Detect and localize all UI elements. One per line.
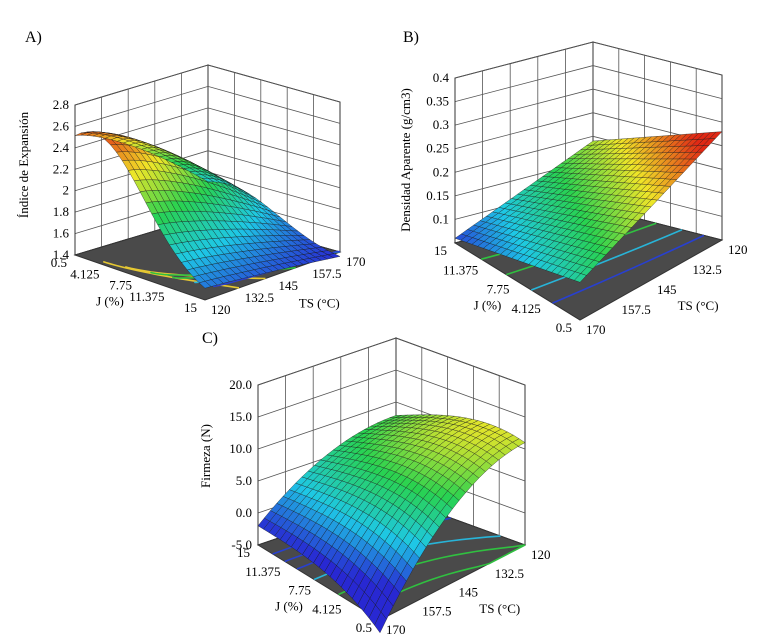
z-tick-label: 2.8 <box>53 97 69 112</box>
j-tick-label: 7.75 <box>288 583 311 598</box>
z-tick-labels: 0.1 0.15 0.2 0.25 0.3 0.35 0.4 <box>426 70 449 226</box>
z-tick-label: 20.0 <box>229 377 252 392</box>
j-tick-label: 4.125 <box>312 601 341 616</box>
surface-cell <box>512 438 526 447</box>
z-tick-label: 2.6 <box>53 118 70 133</box>
z-grid-line <box>454 65 723 102</box>
j-tick-label: 4.125 <box>70 266 99 281</box>
z-grid-line <box>257 337 526 386</box>
z-axis-title: Firmeza (N) <box>198 424 213 488</box>
j-tick-label: 4.125 <box>512 301 541 316</box>
j-tick-label: 15 <box>434 243 447 258</box>
j-tick-labels: 15 11.375 7.754.125 0.5 <box>434 243 572 335</box>
contour-line <box>552 234 705 304</box>
panel-label: C) <box>202 330 218 347</box>
j-tick-label: 11.375 <box>443 262 478 277</box>
panel-c: -5.0 0.0 5.0 10.0 15.0 20.0 Firmeza (N) 15 11.37… <box>198 330 551 637</box>
ts-axis-title: TS (°C) <box>479 601 520 616</box>
j-axis-title: J (%) <box>275 599 303 614</box>
z-tick-label: 0.25 <box>426 141 449 156</box>
ts-tick-label: 145 <box>279 278 299 293</box>
z-tick-label: 1.4 <box>53 247 70 262</box>
ts-tick-label: 157.5 <box>422 603 451 618</box>
z-axis-title: Densidad Aparente (g/cm3) <box>398 88 413 232</box>
z-tick-labels: -5.0 0.0 5.0 10.0 15.0 20.0 <box>229 377 252 552</box>
z-tick-label: 0.35 <box>426 94 449 109</box>
ts-tick-label: 170 <box>346 254 366 269</box>
j-axis-title: J (%) <box>474 298 502 313</box>
z-axis-title: Índice de Expansión <box>16 111 31 218</box>
z-grid-line <box>257 369 526 418</box>
j-tick-labels: 15 11.375 7.754.125 0.5 <box>237 545 372 635</box>
j-tick-label: 11.375 <box>129 289 164 304</box>
response-surface <box>454 131 723 283</box>
panel-label: A) <box>25 29 42 46</box>
z-tick-label: 1.8 <box>53 204 69 219</box>
j-tick-label: 7.75 <box>487 282 510 297</box>
z-tick-label: 2.2 <box>53 161 69 176</box>
panel-b: 0.1 0.15 0.2 0.25 0.3 0.35 0.4 Densidad Aparent… <box>398 29 748 337</box>
ts-tick-label: 120 <box>211 302 231 317</box>
ts-tick-label: 157.5 <box>622 302 651 317</box>
ts-tick-label: 120 <box>531 547 551 562</box>
j-tick-label: 15 <box>184 300 197 315</box>
z-grid-line <box>454 41 723 79</box>
response-surface <box>74 131 341 289</box>
ts-tick-labels: 120 132.5 145 157.5 170 <box>211 254 366 317</box>
j-tick-label: 11.375 <box>245 564 280 579</box>
ts-tick-label: 145 <box>459 585 479 600</box>
z-tick-label: 0.3 <box>433 117 449 132</box>
ts-tick-labels: 120 132.5 145 157.5 170 <box>586 242 748 337</box>
ts-tick-label: 170 <box>386 622 406 637</box>
z-grid-line <box>74 64 341 106</box>
z-tick-label: 0.0 <box>236 505 252 520</box>
ts-axis-title: TS (°C) <box>678 298 719 313</box>
panel-label: B) <box>403 29 419 46</box>
ts-tick-label: 132.5 <box>693 262 722 277</box>
z-tick-label: 10.0 <box>229 441 252 456</box>
response-surface <box>257 414 526 634</box>
z-tick-label: -5.0 <box>231 537 252 552</box>
ts-tick-label: 170 <box>586 322 606 337</box>
z-tick-labels: 1.4 1.6 1.8 2 2.2 2.4 2.6 2.8 <box>53 97 70 262</box>
surface-cell <box>709 131 723 139</box>
j-tick-label: 0.5 <box>51 255 67 270</box>
ts-tick-label: 132.5 <box>245 290 274 305</box>
surface-cell <box>327 253 341 258</box>
j-tick-label: 15 <box>237 545 250 560</box>
z-grid-line <box>74 107 341 149</box>
ts-tick-label: 120 <box>728 242 748 257</box>
panel-a: 1.4 1.6 1.8 2 2.2 2.4 2.6 2.8 Índice de Expansió… <box>16 29 366 317</box>
z-tick-label: 1.6 <box>53 226 70 241</box>
z-tick-label: 0.1 <box>433 211 449 226</box>
j-tick-label: 0.5 <box>356 620 372 635</box>
z-tick-label: 5.0 <box>236 473 252 488</box>
z-tick-label: 0.4 <box>433 70 450 85</box>
z-grid-line <box>74 150 341 192</box>
z-tick-label: 15.0 <box>229 409 252 424</box>
contour-line <box>531 229 683 291</box>
z-tick-label: 0.15 <box>426 188 449 203</box>
ts-axis-title: TS (°C) <box>299 296 340 311</box>
ts-tick-label: 145 <box>657 282 677 297</box>
z-grid-line <box>74 85 341 127</box>
z-tick-label: 0.2 <box>433 164 449 179</box>
ts-tick-label: 157.5 <box>312 266 341 281</box>
j-tick-label: 7.75 <box>109 278 132 293</box>
z-tick-label: 2.4 <box>53 140 70 155</box>
z-grid-line <box>454 88 723 126</box>
j-axis-title: J (%) <box>96 294 124 309</box>
ts-tick-labels: 120 132.5 145 157.5 170 <box>386 547 551 637</box>
ts-tick-label: 132.5 <box>495 566 524 581</box>
j-tick-label: 0.5 <box>556 320 572 335</box>
z-tick-label: 2 <box>63 183 70 198</box>
